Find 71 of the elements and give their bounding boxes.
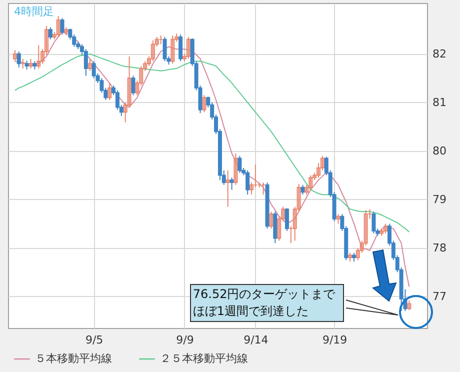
candlestick — [12, 50, 17, 62]
candlestick — [336, 214, 340, 224]
y-tick-label: 80 — [432, 144, 446, 158]
candlestick — [234, 152, 238, 186]
candlestick — [88, 58, 92, 72]
candlestick — [226, 170, 230, 208]
candlestick — [296, 183, 301, 212]
candlestick — [250, 182, 254, 196]
y-tick-label: 78 — [432, 241, 446, 254]
candlestick — [269, 211, 274, 230]
candlestick — [230, 177, 234, 190]
candlestick — [312, 172, 317, 181]
candlestick — [52, 32, 56, 40]
legend-label: ５本移動平均線 — [35, 352, 112, 365]
candlestick — [44, 25, 49, 56]
candlestick — [154, 36, 159, 48]
candlestick — [131, 75, 136, 96]
candlestick — [300, 184, 305, 196]
candlestick — [123, 102, 128, 123]
candlestick — [277, 216, 282, 242]
candlestick — [356, 247, 360, 261]
candlestick — [108, 82, 112, 101]
candlestick — [36, 44, 41, 69]
candlestick — [238, 155, 242, 174]
x-tick-label: 9/9 — [176, 334, 194, 346]
annotation: 76.52円のターゲットまでほぼ1週間で到達した — [190, 284, 344, 322]
candlestick — [28, 58, 33, 69]
candlestick — [186, 36, 190, 60]
candlestick — [364, 210, 368, 246]
candlestick — [60, 18, 64, 36]
candlestick — [147, 56, 152, 67]
candlestick — [40, 48, 45, 64]
candlestick — [284, 208, 289, 232]
candlestick — [281, 206, 286, 222]
candlestick — [384, 223, 388, 234]
candlestick — [372, 211, 376, 234]
candlestick — [178, 34, 183, 62]
candlestick — [320, 155, 324, 171]
candlestick — [135, 80, 140, 96]
candlestick — [56, 16, 60, 38]
candlestick — [127, 56, 132, 108]
candlestick — [407, 300, 412, 311]
candlestick — [162, 36, 167, 62]
candlestick — [174, 33, 179, 42]
candlestick — [92, 60, 96, 79]
x-tick-label: 9/5 — [85, 334, 104, 346]
candlestick — [139, 66, 144, 86]
legend-label: ２５本移動平均線 — [160, 352, 248, 365]
candlestick — [150, 40, 155, 62]
candlestick — [16, 51, 21, 68]
y-tick-label: 77 — [432, 290, 446, 303]
x-tick-label: 9/19 — [322, 334, 348, 346]
candlestick — [202, 94, 206, 113]
candlestick — [308, 174, 313, 190]
candlestick — [292, 206, 297, 242]
candlestick — [143, 60, 148, 72]
y-tick-label: 82 — [432, 47, 446, 60]
y-tick-label: 79 — [432, 192, 446, 206]
candlestick — [64, 26, 68, 36]
candlestick — [348, 252, 352, 262]
candlestick — [380, 228, 384, 236]
candlestick — [304, 184, 309, 196]
candlestick — [316, 162, 321, 178]
candlestick — [182, 53, 186, 62]
candlestick — [360, 240, 364, 254]
candlestick — [48, 26, 52, 40]
y-tick-label: 81 — [432, 96, 446, 109]
annotation: 4時間足 — [14, 4, 54, 19]
candlestick — [170, 35, 175, 64]
candlestick — [246, 170, 250, 196]
x-tick-label: 9/14 — [244, 334, 268, 346]
